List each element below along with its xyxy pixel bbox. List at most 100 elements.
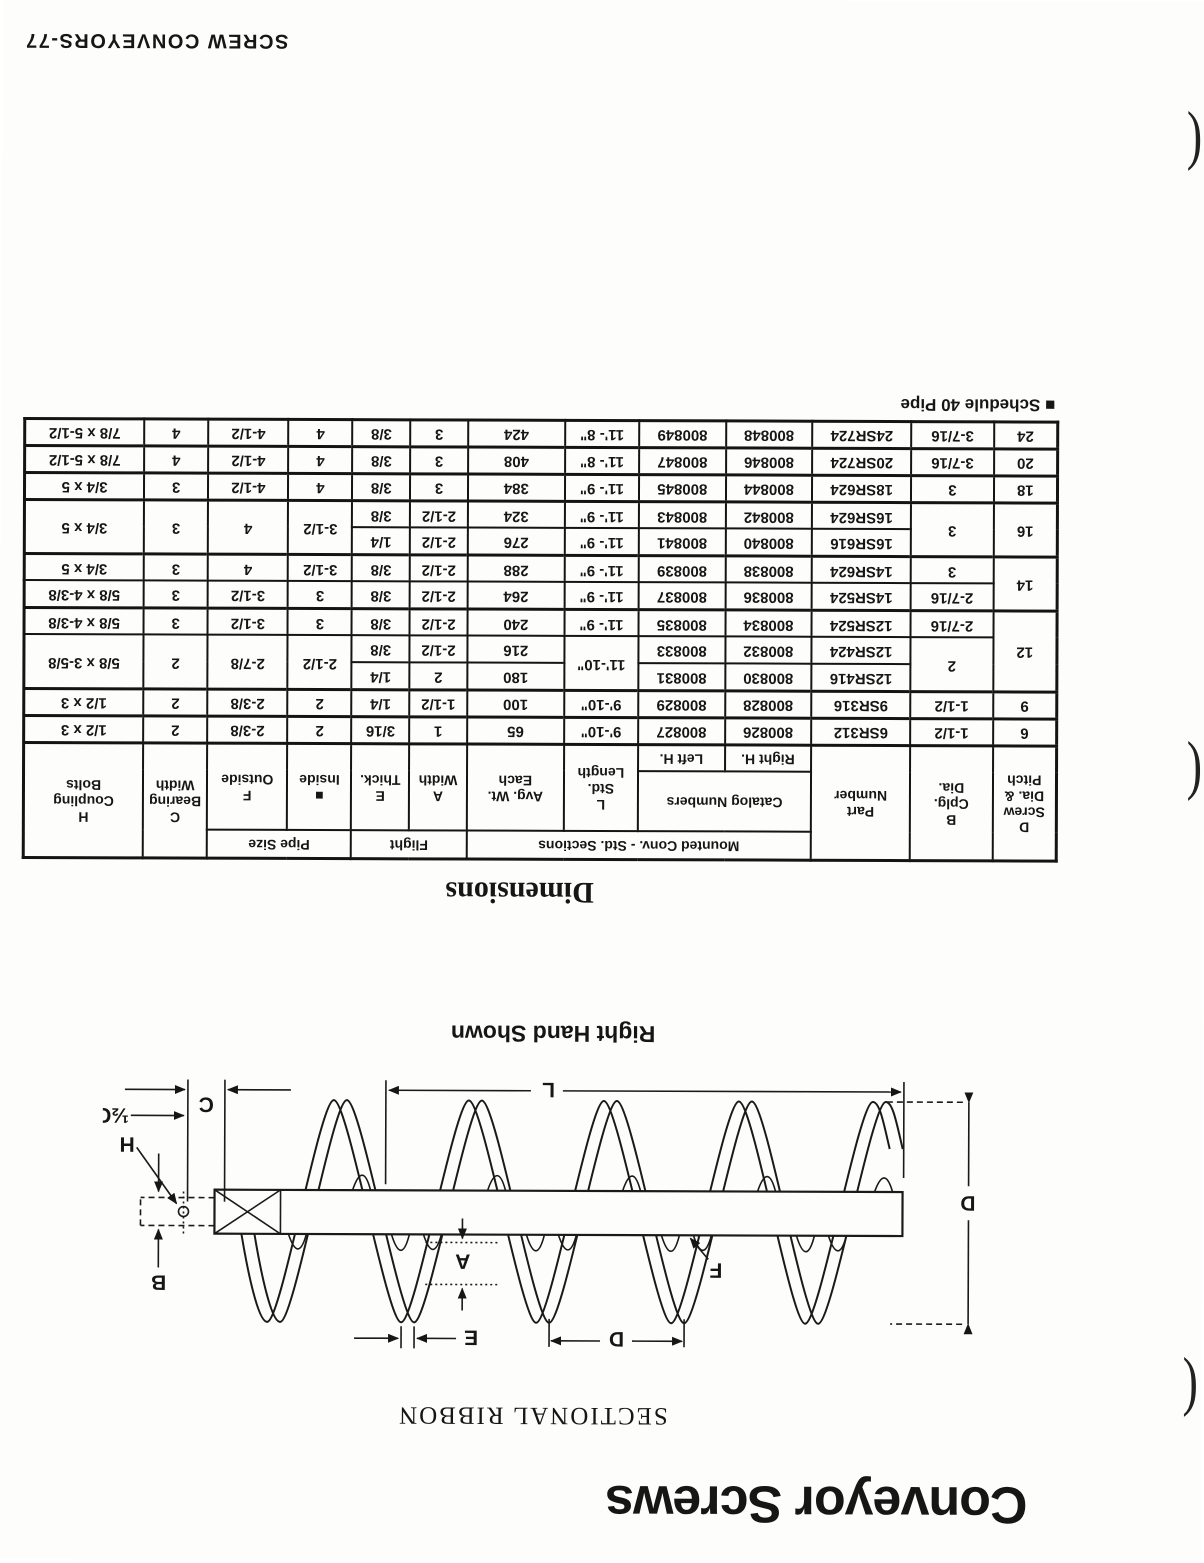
half-c-label: ½C [102,1103,129,1126]
table-cell: 800835 [638,610,725,637]
table-cell: 11'- 8" [565,420,639,447]
table-cell: 800837 [639,583,726,610]
table-cell: 3/8 [352,555,410,582]
table-title: Dimensions [36,873,1004,910]
table-cell: 324 [468,501,565,528]
col-header-bearing-width: C Bearing Width [143,743,207,858]
table-cell: 800836 [725,583,812,610]
table-cell: 800829 [638,691,725,718]
table-cell: 800826 [725,718,812,745]
table-cell: 800834 [725,610,812,637]
table-cell: 9'-10" [564,717,638,744]
table-cell: 5/8 x 3-5/8 [24,634,144,688]
table-cell: 14 [993,557,1057,611]
table-cell: 7/8 x 5-1/2 [25,445,145,472]
table-cell: 800828 [725,691,812,718]
table-cell: 3/4 x 5 [24,472,144,499]
table-cell: 2 [143,689,207,716]
table-cell: 800842 [725,502,812,529]
table-cell: 20SR724 [812,448,911,475]
table-cell: 3 [410,447,468,474]
table-cell: 800830 [725,664,812,691]
col-header-left-hand: Left H. [638,745,725,772]
table-cell: 800832 [725,637,812,664]
table-cell: 2-1/2 [410,636,468,663]
table-cell: 1/4 [352,663,410,690]
shaft-b-label: B [151,1270,166,1293]
table-cell: 800831 [638,664,725,691]
table-cell: 800844 [726,475,813,502]
coupling-c-label: C [199,1093,214,1116]
table-cell: 1/4 [352,528,410,555]
col-header-avg-weight: Avg. Wt. Each [467,744,564,831]
dia-d-label: D [960,1191,975,1214]
table-cell: 3 [911,557,994,584]
table-cell: 3 [144,554,208,581]
table-cell: 2 [910,638,993,692]
group-header-flight: Flight [351,830,467,859]
table-cell: 16SR616 [812,529,911,556]
table-cell: 3/4 x 5 [24,553,144,580]
table-cell: 2-3/8 [207,689,288,716]
table-cell: 11'- 9" [565,528,639,555]
table-cell: 16 [993,503,1057,557]
table-cell: 4 [289,419,353,446]
thick-e-label: E [464,1326,478,1349]
table-cell: 1/4 [352,690,410,717]
table-cell: 800838 [725,556,812,583]
table-cell: 3-1/2 [208,608,289,635]
group-header-catalog-numbers: Catalog Numbers [638,771,811,832]
table-cell: 100 [467,690,564,717]
table-cell: 424 [468,420,565,447]
table-cell: 18 [994,476,1058,503]
table-cell: 3 [144,473,208,500]
table-cell: 9 [993,692,1057,719]
table-cell: 2-1/2 [410,582,468,609]
col-header-screw-dia: D Screw Dia. & Pitch [992,746,1056,861]
table-cell: 3 [144,581,208,608]
table-cell: 11'- 9" [565,474,639,501]
table-cell: 1-1/2 [910,692,993,719]
table-cell: 3/8 [352,501,410,528]
table-cell: 3 [144,500,208,554]
table-cell: 288 [468,555,565,582]
table-cell: 12SR424 [812,637,911,664]
table-cell: 24 [994,422,1058,449]
table-cell: 240 [467,609,564,636]
pipe-body [214,1190,902,1236]
table-cell: 800827 [638,718,725,745]
table-cell: 6SR312 [811,718,910,745]
col-header-std-length: L Std. Length [564,744,639,831]
table-cell: 3 [410,420,468,447]
table-cell: 65 [467,717,564,744]
page-footer: SCREW CONVEYORS-77 [25,28,289,52]
table-cell: 2-1/2 [410,501,468,528]
section-subtitle: SECTIONAL RIBBON [397,1400,668,1429]
table-cell: 11'- 9" [564,582,638,609]
table-cell: 2-7/8 [207,635,288,689]
table-cell: 2 [409,663,467,690]
table-cell: 20 [994,449,1058,476]
table-cell: 800847 [639,448,726,475]
col-header-flight-thick: E Thick. [351,744,409,831]
table-cell: 3 [410,474,468,501]
table-cell: 3-1/2 [288,554,352,581]
table-cell: 12 [993,611,1057,692]
pipe-f-label: F [709,1258,722,1281]
ribbon-screw-drawing: D [102,1053,1003,1354]
table-cell: 3/8 [352,582,410,609]
table-cell: 3/8 [352,474,410,501]
table-cell: 4 [289,446,353,473]
table-cell: 9'-10" [564,690,638,717]
table-cell: 2-7/16 [911,611,994,638]
table-cell: 2-1/2 [288,635,352,689]
